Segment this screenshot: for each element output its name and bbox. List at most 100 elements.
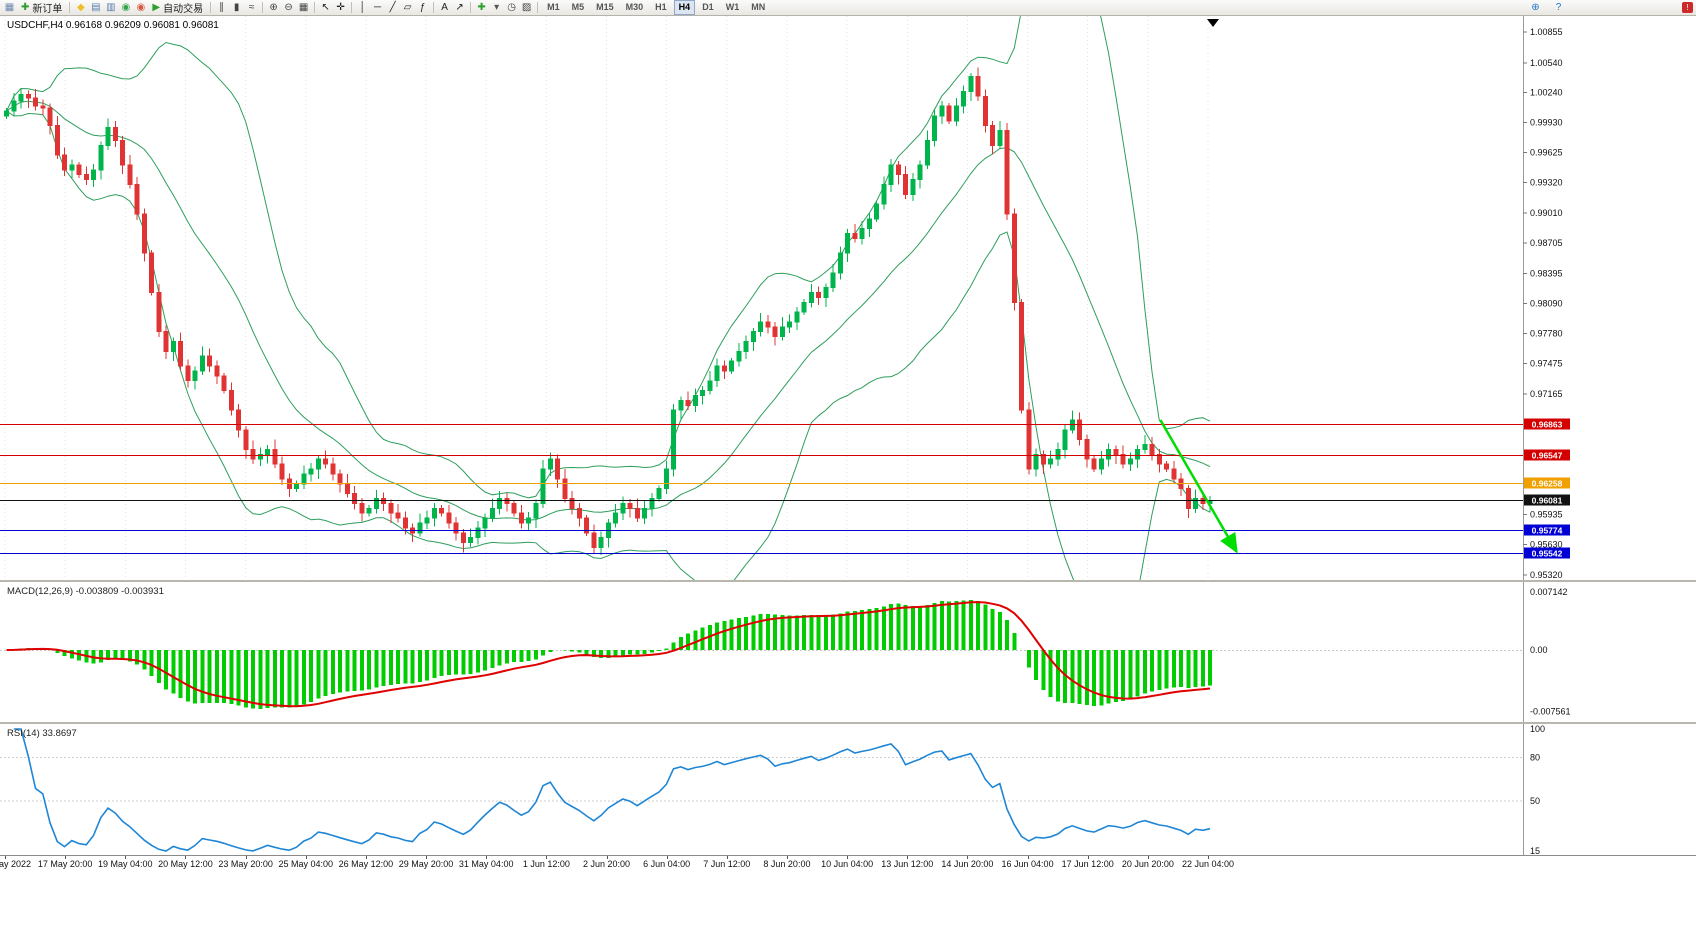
svg-text:0.96258: 0.96258: [1532, 479, 1563, 489]
favorites-icon: ◆: [77, 1, 85, 13]
price-tag: 0.96547: [1524, 449, 1570, 461]
time-axis-label: 7 Jun 12:00: [703, 859, 751, 869]
svg-text:100: 100: [1530, 724, 1545, 734]
timeframe-d1-button[interactable]: D1: [702, 2, 714, 12]
rsi-label: RSI(14) 33.8697: [7, 728, 77, 739]
zoom-out-icon[interactable]: ⊖: [281, 1, 296, 15]
indicator-dropdown-icon[interactable]: ▾: [489, 1, 504, 15]
new-order-button[interactable]: ✚ 新订单: [17, 1, 66, 15]
time-axis-label: 13 Jun 12:00: [881, 859, 934, 869]
timeframe-w1-button[interactable]: W1: [725, 2, 740, 12]
time-axis-label: 14 Jun 20:00: [941, 859, 994, 869]
periods-icon: ◷: [507, 1, 516, 13]
candles-chart-icon[interactable]: ▮: [229, 1, 244, 15]
market-watch-icon[interactable]: ▤: [88, 1, 103, 15]
alert-badge[interactable]: !: [1682, 2, 1693, 13]
horizontal-line-icon[interactable]: ─: [370, 1, 385, 15]
periods-icon[interactable]: ◷: [504, 1, 519, 15]
timeframe-m15-button[interactable]: M15: [596, 2, 614, 12]
time-axis-label: 16 May 2022: [0, 859, 32, 869]
cursor-icon[interactable]: ↖: [318, 1, 333, 15]
vertical-line-icon: │: [359, 1, 366, 13]
time-axis-label: 22 Jun 04:00: [1181, 859, 1235, 869]
indicators-icon: ✚: [477, 1, 486, 13]
macd-axis[interactable]: 0.007142 0.00 -0.007561: [1523, 582, 1571, 722]
data-window-icon[interactable]: ▥: [103, 1, 118, 15]
time-axis-tick: [666, 856, 668, 859]
zoom-in-icon[interactable]: ⊕: [266, 1, 281, 15]
price-axis-label: 0.97780: [1530, 329, 1563, 339]
navigator-icon[interactable]: ◉: [118, 1, 133, 15]
navigator-icon: ◉: [121, 1, 131, 13]
templates-icon[interactable]: ▨: [519, 1, 534, 15]
time-axis-label: 10 Jun 04:00: [821, 859, 874, 869]
line-chart-icon: ≈: [248, 1, 255, 13]
panel-separator[interactable]: [0, 580, 1696, 582]
timeframe-m1-button[interactable]: M1: [547, 2, 560, 12]
trendline-icon[interactable]: ╱: [385, 1, 400, 15]
macd-panel-canvas[interactable]: 0.007142 0.00 -0.007561: [0, 582, 1696, 722]
toolbar-separator: [470, 2, 472, 13]
time-axis-tick: [907, 856, 909, 859]
time-axis-label: 25 May 04:00: [278, 859, 334, 869]
price-tag: 0.96258: [1524, 477, 1570, 489]
new-order-button: ✚: [21, 2, 30, 13]
bars-chart-icon: ∥: [219, 1, 225, 13]
text-label-icon[interactable]: A: [437, 1, 452, 15]
timeframe-m30-button[interactable]: M30: [625, 2, 644, 12]
chart-window: 1.00855 1.00540 1.00240 0.99930 0.99625 0.993…: [0, 16, 1696, 934]
rsi-axis[interactable]: 100 80 50 15: [1523, 724, 1546, 855]
indicators-icon[interactable]: ✚: [474, 1, 489, 15]
toolbar-separator: [262, 2, 264, 13]
autotrading-button[interactable]: ▶ 自动交易: [148, 1, 207, 15]
trend-arrow-annotation[interactable]: [1159, 419, 1238, 554]
crosshair-icon[interactable]: ✛: [333, 1, 348, 15]
search-icon[interactable]: ⊕: [1528, 1, 1543, 15]
vertical-line-icon[interactable]: │: [355, 1, 370, 15]
time-axis-tick: [305, 856, 307, 859]
time-axis-label: 31 May 04:00: [458, 859, 514, 869]
terminal-icon[interactable]: ◉: [133, 1, 148, 15]
toolbar-separator: [69, 2, 71, 13]
market-watch-icon: ▤: [91, 1, 101, 13]
time-axis-tick: [1027, 856, 1029, 859]
svg-text:0.96547: 0.96547: [1532, 451, 1563, 461]
favorites-icon[interactable]: ◆: [73, 1, 88, 15]
autotrading-button: ▶: [152, 2, 161, 13]
panel-separator[interactable]: [0, 722, 1696, 724]
time-axis-tick: [967, 856, 969, 859]
crosshair-icon: ✛: [336, 1, 345, 13]
last-bar-marker: [1207, 19, 1219, 27]
svg-text:-0.007561: -0.007561: [1530, 706, 1571, 716]
time-axis-label: 20 Jun 20:00: [1121, 859, 1174, 869]
timeframe-h1-button[interactable]: H1: [655, 2, 667, 12]
channel-icon[interactable]: ▱: [400, 1, 415, 15]
rsi-panel-canvas[interactable]: 100 80 50 15: [0, 724, 1696, 855]
timeframe-m5-button[interactable]: M5: [571, 2, 585, 12]
new-chart-icon[interactable]: ▦: [2, 1, 17, 15]
cursor-icon: ↖: [321, 1, 330, 13]
price-axis-label: 0.99625: [1530, 148, 1563, 158]
bars-chart-icon[interactable]: ∥: [214, 1, 229, 15]
time-axis-tick: [1208, 856, 1209, 859]
tile-windows-icon[interactable]: ▦: [296, 1, 311, 15]
price-tag: 0.95774: [1524, 524, 1570, 536]
main-chart-canvas[interactable]: 1.00855 1.00540 1.00240 0.99930 0.99625 0.993…: [0, 16, 1696, 580]
time-axis[interactable]: 16 May 2022 17 May 20:00 19 May 04:00 20 Ma…: [0, 855, 1696, 874]
arrow-tool-icon[interactable]: ↗: [452, 1, 467, 15]
time-axis-tick: [65, 856, 67, 859]
svg-text:0.96863: 0.96863: [1532, 420, 1563, 430]
timeframe-mn-button[interactable]: MN: [751, 2, 766, 12]
channel-icon: ▱: [403, 1, 412, 13]
timeframe-h4-button[interactable]: H4: [673, 0, 696, 15]
price-axis[interactable]: 1.00855 1.00540 1.00240 0.99930 0.99625 0.993…: [1523, 16, 1570, 580]
line-chart-icon[interactable]: ≈: [244, 1, 259, 15]
fibonacci-icon: ƒ: [419, 1, 426, 13]
help-icon[interactable]: ?: [1551, 1, 1566, 15]
indicator-dropdown-icon: ▾: [494, 1, 500, 13]
svg-text:50: 50: [1530, 796, 1540, 806]
time-axis-tick: [1147, 856, 1149, 859]
fibonacci-icon[interactable]: ƒ: [415, 1, 430, 15]
time-axis-tick: [486, 856, 488, 859]
